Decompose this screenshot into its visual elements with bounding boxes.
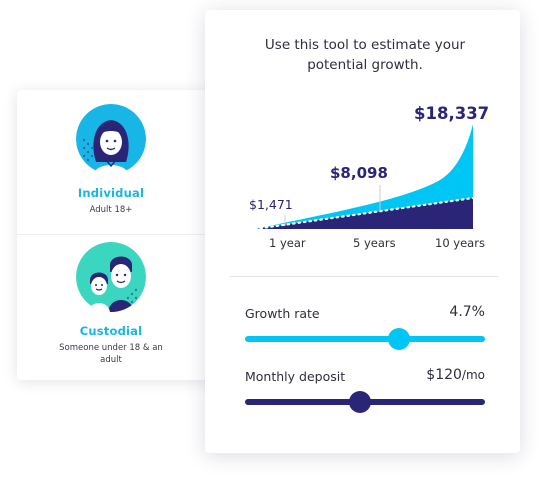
monthly-deposit-unit: /mo <box>461 368 485 382</box>
monthly-deposit-slider[interactable] <box>245 391 485 413</box>
value-label-5-years: $8,098 <box>330 164 388 182</box>
value-label-1-year: $1,471 <box>249 197 293 212</box>
custodial-label: Custodial <box>79 324 143 338</box>
growth-rate-control: Growth rate 4.7% <box>245 304 485 350</box>
growth-rate-slider[interactable] <box>245 328 485 350</box>
monthly-deposit-slider-handle[interactable] <box>349 391 372 413</box>
growth-projection-chart: $1,471 $8,098 $18,337 1 year 5 years 10 … <box>249 104 489 250</box>
custodial-account-option[interactable]: Custodial Someone under 18 & an adult <box>17 236 205 376</box>
growth-rate-value: 4.7% <box>449 304 485 320</box>
monthly-deposit-value: $120 <box>426 367 462 383</box>
individual-subtitle: Adult 18+ <box>89 205 133 215</box>
individual-label: Individual <box>77 186 145 200</box>
divider <box>230 276 498 277</box>
x-label-10-years: 10 years <box>435 236 485 250</box>
monthly-deposit-value-wrap: $120/mo <box>426 367 485 383</box>
value-label-10-years: $18,337 <box>414 104 489 123</box>
custodial-avatar-icon <box>76 242 146 312</box>
growth-estimator-card: Use this tool to estimate your potential… <box>205 10 520 453</box>
x-label-1-year: 1 year <box>269 236 306 250</box>
projection-total-area <box>255 124 473 229</box>
individual-avatar-icon <box>76 104 146 174</box>
projection-boundary-line <box>253 196 475 231</box>
custodial-subtitle: Someone under 18 & an adult <box>59 343 163 365</box>
growth-rate-label: Growth rate <box>245 306 320 321</box>
individual-account-option[interactable]: Individual Adult 18+ <box>17 98 205 235</box>
tool-intro-text: Use this tool to estimate your potential… <box>264 37 466 73</box>
account-type-card: Individual Adult 18+ <box>17 90 217 380</box>
x-label-5-years: 5 years <box>353 236 396 250</box>
monthly-deposit-control: Monthly deposit $120/mo <box>245 367 485 413</box>
growth-rate-slider-handle[interactable] <box>387 328 410 350</box>
monthly-deposit-label: Monthly deposit <box>245 369 346 384</box>
